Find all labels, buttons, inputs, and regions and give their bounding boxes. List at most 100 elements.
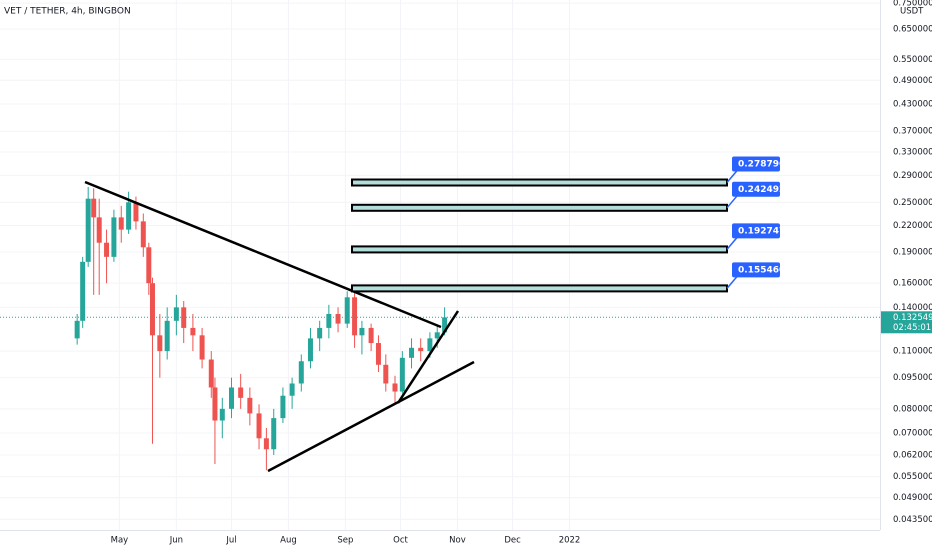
y-tick-label: 0.080000 (893, 404, 932, 414)
candle-body (164, 320, 170, 352)
candle-body (173, 307, 179, 321)
candle-body (359, 327, 365, 336)
candle-body (263, 438, 269, 450)
candle-body (326, 313, 332, 328)
candle-body (118, 217, 124, 230)
chart-title: VET / TETHER, 4h, BINGBON (4, 7, 131, 17)
y-tick-label: 0.650000 (893, 25, 932, 35)
candle-body (96, 217, 102, 243)
candle-body (149, 283, 155, 336)
axes: 0.750000 0.650000 0.550000 0.490000 0.430000… (111, 0, 932, 546)
candle-body (418, 347, 424, 352)
level-label: 0.242492 (738, 185, 785, 195)
x-tick-label: Nov (449, 536, 466, 546)
candle-body (126, 202, 132, 230)
x-tick-label: May (111, 536, 129, 546)
candle-body (335, 313, 341, 324)
y-unit: USDT (900, 7, 924, 17)
candle-body (375, 343, 381, 365)
y-tick-label: 0.370000 (893, 127, 932, 137)
y-tick-label: 0.049000 (893, 493, 932, 503)
x-tick-label: Aug (280, 536, 297, 546)
drawings (84, 180, 475, 473)
candle-body (344, 297, 350, 324)
y-tick-label: 0.140000 (893, 303, 932, 313)
candle-body (228, 387, 234, 409)
level-box (351, 178, 728, 187)
level-callout (726, 194, 739, 209)
candle-body (427, 338, 433, 352)
candle-body (74, 320, 80, 339)
x-tick-label: Jul (225, 536, 236, 546)
candle-body (133, 202, 139, 222)
level-label: 0.155460 (738, 265, 785, 275)
last-price-label: 0.132549 (893, 313, 932, 323)
candle-body (91, 198, 97, 218)
y-tick-label: 0.043500 (893, 515, 932, 525)
y-tick-label: 0.062000 (893, 451, 932, 461)
candle-body (399, 357, 405, 392)
candle-body (199, 335, 205, 360)
candle-body (352, 297, 358, 336)
y-tick-label: 0.220000 (893, 221, 932, 231)
trend-line (267, 360, 475, 473)
x-tick-label: 2022 (559, 536, 581, 546)
level-box (351, 245, 728, 254)
levels: 0.278796 0.242492 0.192747 0.155460 (351, 156, 785, 293)
y-tick-label: 0.490000 (893, 76, 932, 86)
candle-body (307, 338, 313, 362)
candle-body (368, 327, 374, 344)
y-tick-label: 0.250000 (893, 198, 932, 208)
level-label-bg (732, 156, 780, 172)
y-tick-label: 0.190000 (893, 248, 932, 258)
candle-body (392, 383, 398, 392)
candle-body (157, 335, 163, 352)
candle-body (85, 198, 91, 262)
candle-body (238, 387, 244, 398)
candle-body (383, 364, 389, 384)
x-tick-label: Oct (393, 536, 408, 546)
candle-body (146, 247, 152, 284)
candle-body (409, 347, 415, 358)
level-callout (726, 235, 739, 250)
candle-body (247, 397, 253, 414)
countdown: 02:45:01 (893, 323, 931, 333)
y-tick-label: 0.750000 (893, 0, 932, 9)
level-label-bg (732, 223, 780, 239)
candle-body (442, 317, 448, 333)
y-tick-label: 0.095000 (893, 373, 932, 383)
candle-body (140, 221, 146, 248)
last-price-bg (881, 311, 932, 334)
level-label-bg (732, 181, 780, 197)
x-tick-label: Sep (337, 536, 353, 546)
y-tick-label: 0.070000 (893, 429, 932, 439)
y-tick-label: 0.055000 (893, 472, 932, 482)
candle-body (298, 361, 304, 384)
trend-line (396, 310, 460, 404)
y-tick-label: 0.290000 (893, 171, 932, 181)
candles (0, 186, 880, 471)
trend-line (84, 180, 442, 329)
y-tick-label: 0.430000 (893, 99, 932, 109)
candle-body (280, 395, 286, 419)
candle-body (256, 413, 262, 439)
y-tick-label: 0.550000 (893, 55, 932, 65)
x-tick-label: Jun (169, 536, 183, 546)
candle-body (271, 418, 277, 450)
candle-body (111, 217, 117, 257)
level-callout (726, 274, 739, 289)
level-label: 0.192747 (738, 226, 785, 236)
candle-body (317, 327, 323, 339)
level-label-bg (732, 262, 780, 278)
candle-body (190, 327, 196, 336)
y-tick-label: 0.110000 (893, 347, 932, 357)
y-tick-label: 0.160000 (893, 279, 932, 289)
candle-body (212, 387, 218, 421)
candle-body (208, 359, 214, 388)
y-tick-label: 0.330000 (893, 147, 932, 157)
level-label: 0.278796 (738, 160, 785, 170)
candle-body (219, 408, 225, 421)
x-tick-label: Dec (504, 536, 521, 546)
level-box (351, 203, 728, 212)
